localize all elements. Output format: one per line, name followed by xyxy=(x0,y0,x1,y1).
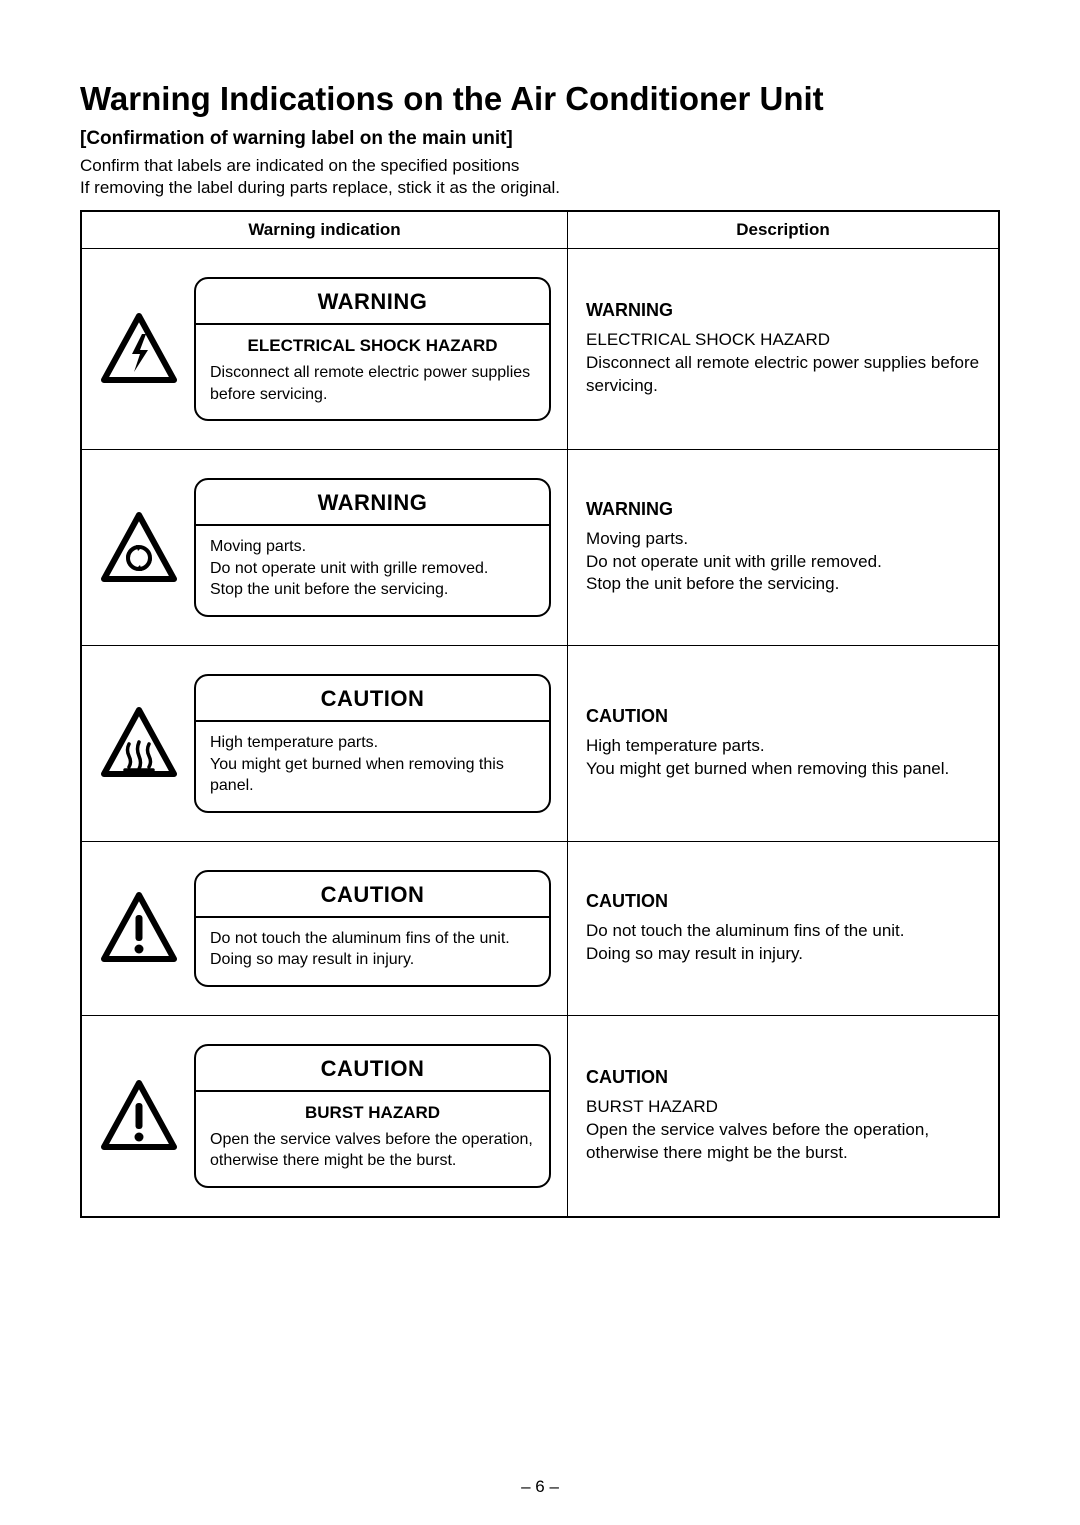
exclaim-icon xyxy=(98,1075,180,1157)
label-body-text: High temperature parts. You might get bu… xyxy=(210,732,535,797)
label-body-text: Do not touch the aluminum fins of the un… xyxy=(210,928,535,971)
description-body: Do not touch the aluminum fins of the un… xyxy=(586,920,980,966)
label-subtitle: ELECTRICAL SHOCK HAZARD xyxy=(210,335,535,358)
header-description: Description xyxy=(568,211,999,249)
label-title: CAUTION xyxy=(196,872,549,918)
moving-icon xyxy=(98,507,180,589)
description-body: High temperature parts. You might get bu… xyxy=(586,735,980,781)
table-row: CAUTION Do not touch the aluminum fins of… xyxy=(81,841,999,1015)
hot-icon xyxy=(98,702,180,784)
description-title: CAUTION xyxy=(586,706,980,727)
subtitle: [Confirmation of warning label on the ma… xyxy=(80,128,1000,150)
warning-label-box: CAUTION Do not touch the aluminum fins of… xyxy=(194,870,551,987)
warning-label-box: CAUTION High temperature parts. You might… xyxy=(194,674,551,813)
warning-indication-cell: WARNING Moving parts. Do not operate unit… xyxy=(81,450,568,646)
intro-line-2: If removing the label during parts repla… xyxy=(80,178,1000,198)
intro-line-1: Confirm that labels are indicated on the… xyxy=(80,156,1000,176)
header-warning-indication: Warning indication xyxy=(81,211,568,249)
exclaim-icon xyxy=(98,887,180,969)
label-body-text: Disconnect all remote electric power sup… xyxy=(210,362,535,405)
label-title: CAUTION xyxy=(196,1046,549,1092)
page-title: Warning Indications on the Air Condition… xyxy=(80,80,1000,118)
warning-indication-cell: CAUTION BURST HAZARD Open the service valv… xyxy=(81,1015,568,1217)
label-subtitle: BURST HAZARD xyxy=(210,1102,535,1125)
warning-label-box: WARNING Moving parts. Do not operate unit… xyxy=(194,478,551,617)
label-body-text: Open the service valves before the opera… xyxy=(210,1129,535,1172)
description-title: WARNING xyxy=(586,499,980,520)
label-body: ELECTRICAL SHOCK HAZARD Disconnect all re… xyxy=(196,325,549,419)
description-body: BURST HAZARD Open the service valves bef… xyxy=(586,1096,980,1165)
description-title: CAUTION xyxy=(586,1067,980,1088)
warning-indication-cell: CAUTION Do not touch the aluminum fins of… xyxy=(81,841,568,1015)
warning-label-box: CAUTION BURST HAZARD Open the service valv… xyxy=(194,1044,551,1188)
description-body: ELECTRICAL SHOCK HAZARD Disconnect all r… xyxy=(586,329,980,398)
description-cell: CAUTION BURST HAZARD Open the service val… xyxy=(568,1015,999,1217)
label-title: CAUTION xyxy=(196,676,549,722)
table-row: WARNING ELECTRICAL SHOCK HAZARD Disconnect… xyxy=(81,249,999,450)
warning-indication-cell: CAUTION High temperature parts. You might… xyxy=(81,645,568,841)
table-row: CAUTION High temperature parts. You might… xyxy=(81,645,999,841)
description-cell: WARNING ELECTRICAL SHOCK HAZARD Disconnec… xyxy=(568,249,999,450)
label-body: High temperature parts. You might get bu… xyxy=(196,722,549,811)
shock-icon xyxy=(98,308,180,390)
label-body: Do not touch the aluminum fins of the un… xyxy=(196,918,549,985)
description-title: WARNING xyxy=(586,300,980,321)
description-body: Moving parts. Do not operate unit with g… xyxy=(586,528,980,597)
label-body: BURST HAZARD Open the service valves befo… xyxy=(196,1092,549,1186)
warning-table: Warning indication Description WARNINGEL… xyxy=(80,210,1000,1218)
label-body-text: Moving parts. Do not operate unit with g… xyxy=(210,536,535,601)
label-body: Moving parts. Do not operate unit with g… xyxy=(196,526,549,615)
description-cell: CAUTION Do not touch the aluminum fins of… xyxy=(568,841,999,1015)
table-row: CAUTION BURST HAZARD Open the service valv… xyxy=(81,1015,999,1217)
description-cell: WARNING Moving parts. Do not operate unit… xyxy=(568,450,999,646)
page-number: – 6 – xyxy=(0,1477,1080,1497)
description-title: CAUTION xyxy=(586,891,980,912)
description-cell: CAUTION High temperature parts. You might… xyxy=(568,645,999,841)
warning-indication-cell: WARNING ELECTRICAL SHOCK HAZARD Disconnect… xyxy=(81,249,568,450)
label-title: WARNING xyxy=(196,480,549,526)
warning-label-box: WARNING ELECTRICAL SHOCK HAZARD Disconnect… xyxy=(194,277,551,421)
table-row: WARNING Moving parts. Do not operate unit… xyxy=(81,450,999,646)
label-title: WARNING xyxy=(196,279,549,325)
